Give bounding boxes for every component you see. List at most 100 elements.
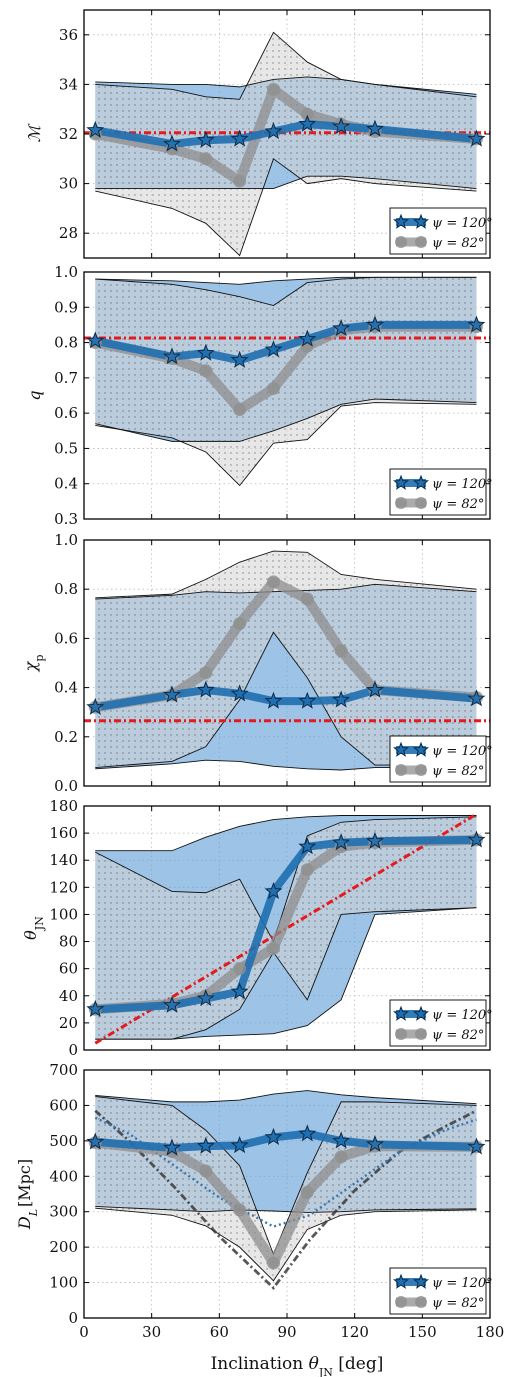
marker-circle-psi-82 xyxy=(266,941,280,955)
legend-star-icon xyxy=(392,213,410,229)
y-tick-label: 160 xyxy=(49,824,78,842)
y-tick-label: 0.7 xyxy=(54,369,78,387)
marker-star-psi-120 xyxy=(230,982,249,1000)
marker-star-psi-120 xyxy=(86,120,105,138)
legend: ψ = 120° ψ = 82° xyxy=(389,468,493,516)
band-edge-lower-psi-82 xyxy=(95,1207,477,1282)
marker-star-psi-120 xyxy=(332,1131,351,1149)
marker-star-psi-120 xyxy=(332,117,351,135)
y-axis-label: ℳ xyxy=(25,123,44,143)
x-tick-label: 60 xyxy=(210,1323,229,1341)
legend-label-psi-120: ψ = 120° xyxy=(432,477,493,492)
marker-circle-psi-82 xyxy=(233,1203,247,1217)
band-edge-lower-psi-120 xyxy=(95,1205,477,1213)
marker-star-psi-120 xyxy=(230,350,249,368)
marker-circle-psi-82 xyxy=(334,1150,348,1164)
y-tick-label: 0.2 xyxy=(54,728,78,746)
marker-circle-psi-82 xyxy=(266,575,280,589)
panel-4: 0 20 40 60 80 100 120 140 160 180 θJN ψ = 120° ψ = 8… xyxy=(21,797,493,1059)
band-edge-lower-psi-82 xyxy=(95,158,477,257)
band-edge-upper-psi-82 xyxy=(95,276,477,307)
y-tick-label: 0.4 xyxy=(54,475,78,493)
y-tick-label: 28 xyxy=(59,224,78,242)
marker-star-psi-120 xyxy=(86,697,105,715)
marker-star-psi-120 xyxy=(196,1136,215,1154)
legend-star-icon xyxy=(392,474,410,490)
marker-circle-psi-82 xyxy=(266,82,280,96)
y-axis-label: DL[Mpc] xyxy=(15,1159,40,1230)
y-tick-label: 60 xyxy=(59,960,78,978)
y-tick-label: 20 xyxy=(59,1014,78,1032)
band-edge-lower-psi-82 xyxy=(95,631,477,768)
y-tick-label: 200 xyxy=(49,1238,78,1256)
marker-circle-psi-82 xyxy=(300,107,314,121)
marker-star-psi-120 xyxy=(163,134,181,152)
marker-star-psi-120 xyxy=(366,315,384,333)
y-tick-label: 180 xyxy=(49,797,78,815)
legend-label-psi-82: ψ = 82° xyxy=(432,497,484,512)
panel-5: 0 100 200 300 400 500 600 700 0 30 60 90 120 150 180 DL… xyxy=(15,1061,504,1341)
legend-star-icon xyxy=(412,213,430,229)
x-tick-label: 150 xyxy=(408,1323,437,1341)
reference-curve-dark xyxy=(94,1109,478,1290)
marker-star-psi-120 xyxy=(196,130,215,148)
marker-star-psi-120 xyxy=(264,691,283,709)
legend-circle-icon xyxy=(415,497,427,509)
y-tick-label: 0.0 xyxy=(54,777,78,795)
y-tick-label: 700 xyxy=(49,1061,78,1079)
marker-star-psi-120 xyxy=(230,684,249,702)
marker-star-psi-120 xyxy=(366,831,384,849)
y-axis-label: θJN xyxy=(21,916,46,940)
marker-circle-psi-82 xyxy=(300,592,314,606)
legend-star-icon xyxy=(412,1005,430,1021)
band-edge-upper-psi-82 xyxy=(95,31,477,100)
marker-star-psi-120 xyxy=(163,995,181,1013)
legend-label-psi-82: ψ = 82° xyxy=(432,1296,484,1311)
legend-circle-icon xyxy=(395,236,407,248)
legend-star-icon xyxy=(412,474,430,490)
y-tick-label: 1.0 xyxy=(54,531,78,549)
marker-star-psi-120 xyxy=(366,1134,384,1153)
y-tick-label: 1.0 xyxy=(54,263,78,281)
x-tick-label: 180 xyxy=(476,1323,505,1341)
marker-circle-psi-82 xyxy=(199,1164,213,1178)
legend-label-psi-120: ψ = 120° xyxy=(432,1008,493,1023)
marker-circle-psi-82 xyxy=(334,644,348,658)
marker-circle-psi-82 xyxy=(266,1256,280,1270)
legend-star-icon xyxy=(412,1273,430,1289)
band-edge-upper-psi-82 xyxy=(95,550,477,599)
marker-star-psi-120 xyxy=(230,129,249,147)
marker-circle-psi-82 xyxy=(300,863,314,877)
legend-label-psi-120: ψ = 120° xyxy=(432,216,493,231)
legend-circle-icon xyxy=(395,497,407,509)
y-tick-label: 34 xyxy=(59,75,78,93)
band-edge-upper-psi-120 xyxy=(95,583,477,600)
marker-star-psi-120 xyxy=(467,315,486,333)
marker-star-psi-120 xyxy=(86,999,105,1017)
y-tick-label: 100 xyxy=(49,1274,78,1292)
marker-star-psi-120 xyxy=(467,830,486,848)
legend-star-icon xyxy=(392,1005,410,1021)
marker-star-psi-120 xyxy=(298,114,317,132)
marker-star-psi-120 xyxy=(332,690,351,708)
band-edge-upper-psi-120 xyxy=(95,1090,477,1105)
marker-star-psi-120 xyxy=(332,833,351,851)
marker-star-psi-120 xyxy=(230,1136,249,1154)
legend-circle-icon xyxy=(415,236,427,248)
y-tick-label: 300 xyxy=(49,1203,78,1221)
y-tick-label: 0.8 xyxy=(54,334,78,352)
y-tick-label: 0.6 xyxy=(54,629,78,647)
x-tick-label: 0 xyxy=(79,1323,89,1341)
y-tick-label: 100 xyxy=(49,905,78,923)
panel-2: 0.3 0.4 0.5 0.6 0.7 0.8 0.9 1.0 q ψ = 120° ψ = 82° xyxy=(25,263,493,528)
legend-star-icon xyxy=(392,741,410,757)
legend-circle-icon xyxy=(415,764,427,776)
legend-label-psi-82: ψ = 82° xyxy=(432,236,484,251)
marker-star-psi-120 xyxy=(298,1124,317,1142)
legend-label-psi-120: ψ = 120° xyxy=(432,1276,493,1291)
legend-label-psi-82: ψ = 82° xyxy=(432,1028,484,1043)
marker-star-psi-120 xyxy=(467,689,486,707)
x-tick-label: 120 xyxy=(340,1323,369,1341)
y-tick-label: 30 xyxy=(59,175,78,193)
